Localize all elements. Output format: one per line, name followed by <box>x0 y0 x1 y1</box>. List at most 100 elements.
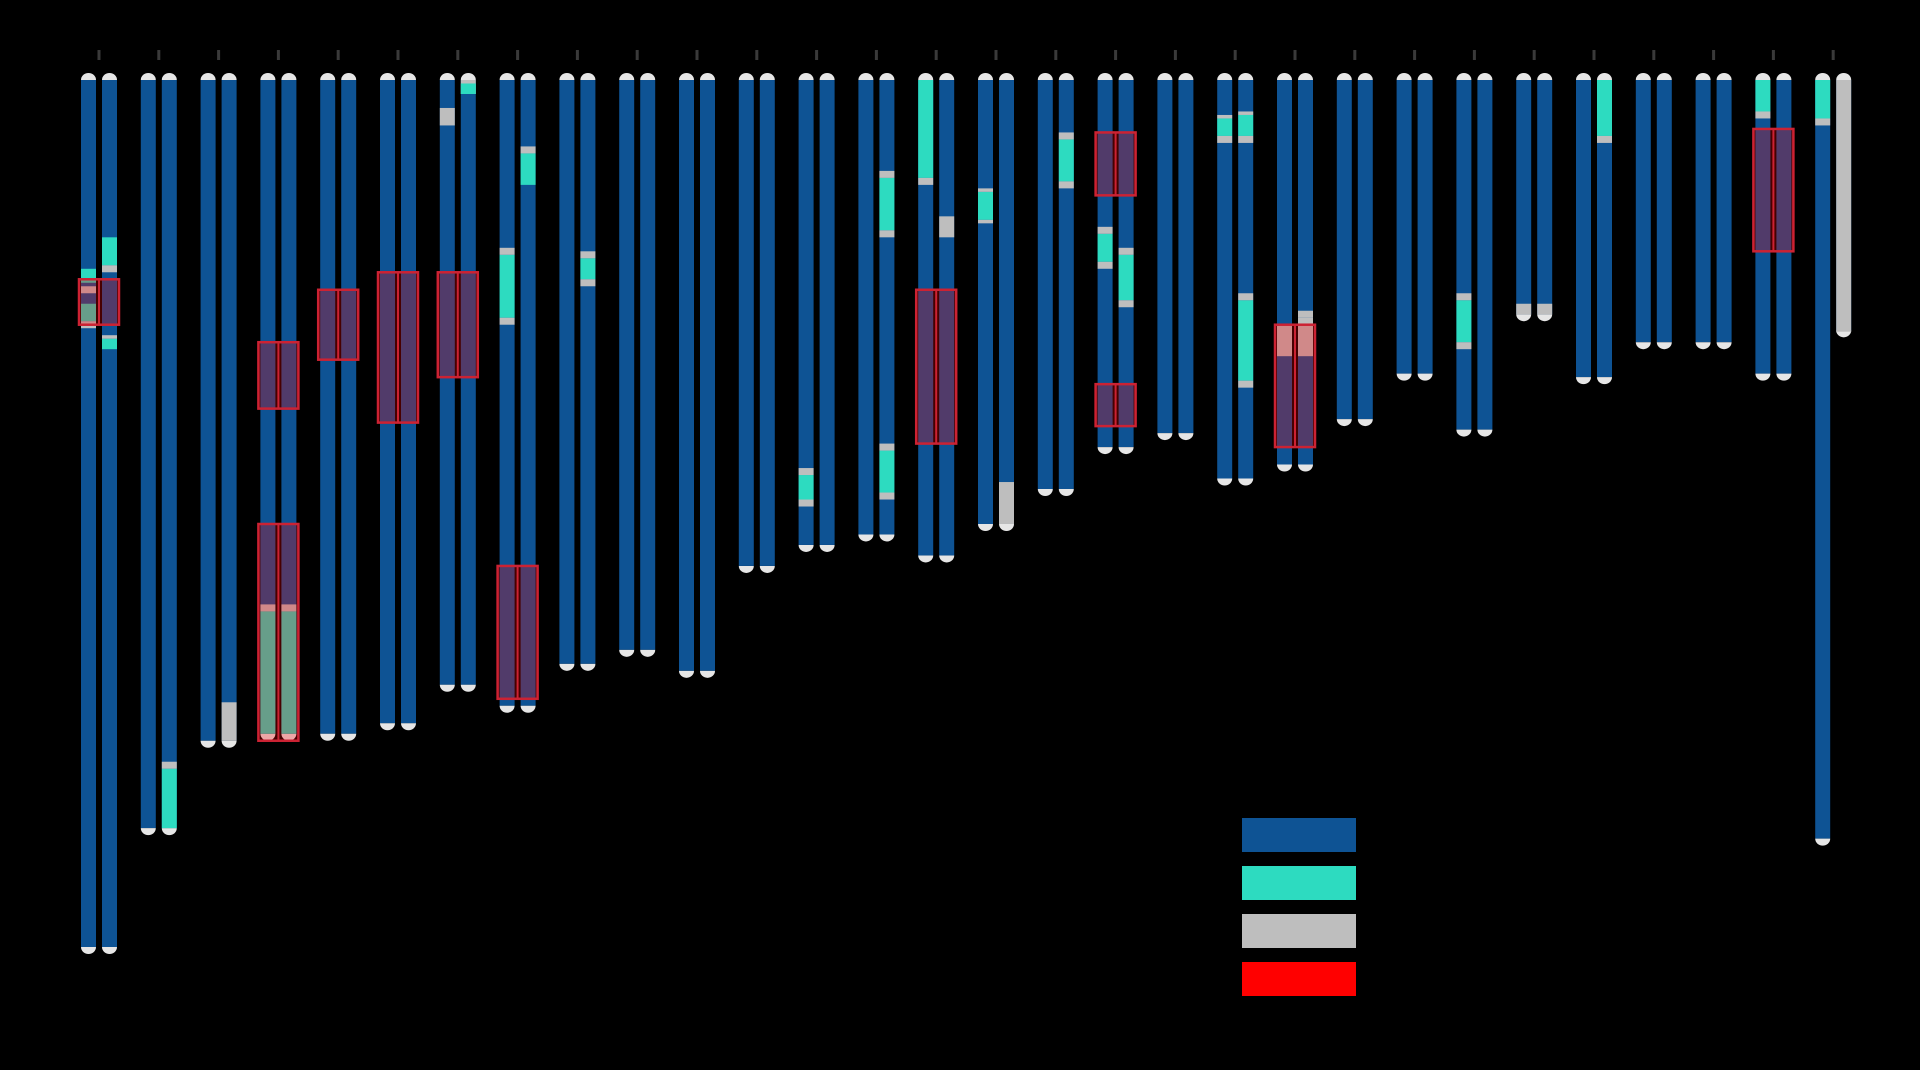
chromatid-cap-bottom <box>439 684 455 692</box>
chromatid-cap-top <box>1178 73 1194 80</box>
chromatid-bar <box>1417 80 1433 374</box>
highlight-region <box>376 271 420 424</box>
tick-mark <box>97 50 101 60</box>
chromatid-cap-bottom <box>580 663 596 671</box>
chromatid-cap-bottom <box>1776 373 1792 381</box>
band-segment <box>1118 254 1134 301</box>
chromatid-bar <box>1695 80 1711 343</box>
band-segment <box>1815 118 1831 126</box>
chromatid-cap-top <box>738 73 754 80</box>
band-segment <box>1118 300 1134 308</box>
chromatid-cap-top <box>1776 73 1792 80</box>
band-segment <box>102 335 117 339</box>
chromatid-cap-top <box>1537 73 1553 80</box>
chromatid-cap-bottom <box>1516 314 1532 322</box>
chromosome-pair <box>1456 73 1493 437</box>
highlight-region <box>496 564 539 701</box>
band-segment <box>879 492 895 500</box>
tick-mark <box>994 50 998 60</box>
tick-mark <box>1472 50 1476 60</box>
chromatid-cap-top <box>1597 73 1612 80</box>
band-segment <box>81 303 96 322</box>
chromatid-cap-bottom <box>1037 489 1053 497</box>
band-segment <box>1597 135 1612 143</box>
chromatid-cap-top <box>1037 73 1053 80</box>
band-segment <box>1097 233 1113 262</box>
chromatid-cap-bottom <box>798 544 814 552</box>
chromatid-bar <box>759 80 775 566</box>
band-segment <box>580 258 596 280</box>
chromatid-cap-top <box>1238 73 1254 80</box>
chromatid-cap-top <box>999 73 1014 80</box>
chromosome-pair <box>200 73 237 748</box>
chromatid-cap-top <box>81 73 96 80</box>
chromatid-cap-top <box>1357 73 1373 80</box>
band-segment <box>1058 132 1074 140</box>
chromatid-cap-bottom <box>1217 478 1233 486</box>
band-segment <box>102 237 117 266</box>
band-segment <box>939 216 955 238</box>
band-segment <box>281 611 297 734</box>
chromosome-pair <box>1157 73 1194 441</box>
band-segment <box>879 443 895 451</box>
chromosome-pair <box>1273 73 1317 472</box>
chromatid-cap-bottom <box>1477 429 1493 437</box>
chromatid-bar <box>499 80 515 706</box>
chromatid-bar <box>738 80 754 566</box>
band-segment <box>1058 181 1074 189</box>
chromatid-cap-bottom <box>918 555 934 563</box>
chromatid-cap-top <box>939 73 955 80</box>
chromatid-cap-bottom <box>102 947 117 955</box>
tick-mark <box>217 50 221 60</box>
tick-mark <box>934 50 938 60</box>
chromatid-bar <box>1815 80 1831 839</box>
band-segment <box>879 170 895 178</box>
band-segment <box>580 251 596 259</box>
chromatid-cap-top <box>978 73 993 80</box>
chromatid-cap-bottom <box>1417 373 1433 381</box>
chromatid-cap-top <box>200 73 216 80</box>
chromatid-cap-bottom <box>999 523 1014 531</box>
chromatid-bar <box>1516 80 1532 315</box>
band-segment <box>1755 80 1771 112</box>
chromatid-bar <box>1178 80 1194 434</box>
chromatid-cap-bottom <box>738 565 754 573</box>
chromatid-bar <box>798 80 814 545</box>
chromatid-cap-bottom <box>81 947 96 955</box>
chromatid-cap-bottom <box>1456 429 1472 437</box>
chromatid-bar <box>559 80 575 664</box>
chromatid-cap-bottom <box>879 534 895 542</box>
chromatid-cap-bottom <box>1058 489 1074 497</box>
band-segment <box>879 177 895 231</box>
chromatid-cap-top <box>140 73 156 80</box>
chromatid-cap-bottom <box>939 555 955 563</box>
chromatid-bar <box>1656 80 1672 343</box>
chromosome-pair <box>559 73 596 671</box>
band-segment <box>978 191 993 220</box>
chromatid-cap-bottom <box>1157 433 1173 441</box>
chromatid-cap-bottom <box>1118 447 1134 455</box>
chromatid-bar <box>580 80 596 664</box>
chromatid-bar <box>1298 80 1313 465</box>
chromatid-cap-top <box>879 73 895 80</box>
chromosome-pair <box>1336 73 1373 427</box>
tick-mark <box>1173 50 1177 60</box>
chromosome-pair <box>1217 73 1254 486</box>
band-segment <box>1755 111 1771 119</box>
chromatid-cap-top <box>102 73 117 80</box>
chromatid-cap-top <box>580 73 596 80</box>
chromatid-bar <box>439 80 455 685</box>
chromatid-bar <box>1576 80 1591 378</box>
band-segment <box>978 219 993 224</box>
band-segment <box>1277 324 1292 357</box>
chromosome-pair <box>914 73 958 563</box>
tick-mark <box>1413 50 1417 60</box>
chromosome-pair <box>257 73 300 742</box>
tick-mark <box>815 50 819 60</box>
chromatid-cap-top <box>759 73 775 80</box>
chromatid-cap-bottom <box>1298 464 1313 472</box>
chromatid-cap-top <box>260 73 276 80</box>
highlight-region <box>914 288 958 445</box>
band-segment <box>918 177 934 185</box>
